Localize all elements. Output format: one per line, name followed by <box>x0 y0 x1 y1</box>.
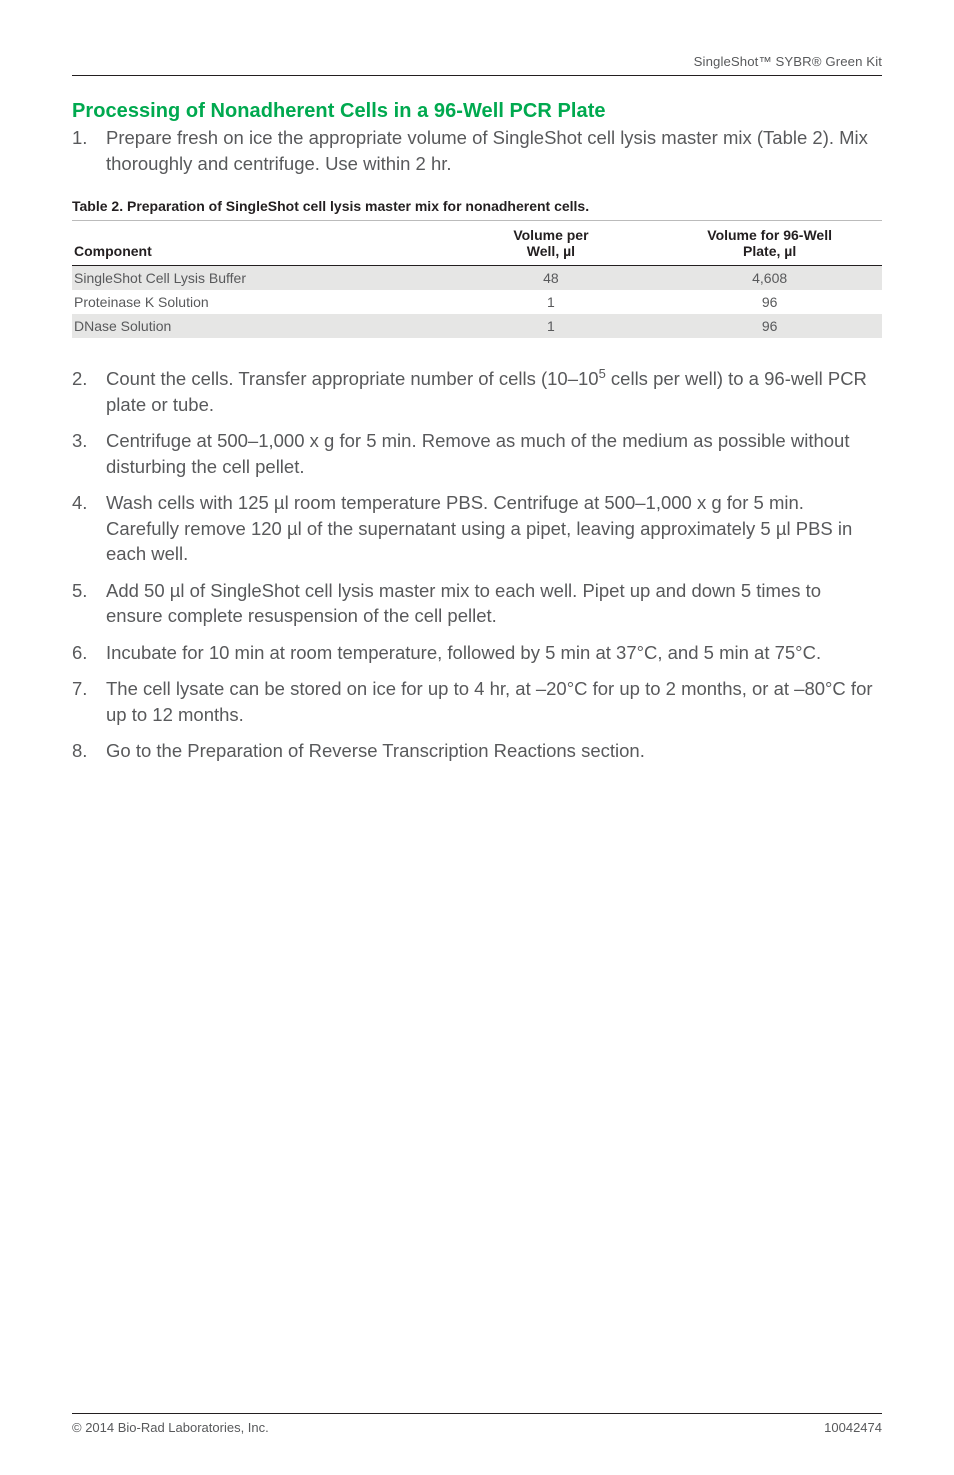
th-vplate-line2: Plate, µl <box>743 243 796 259</box>
cell-component: SingleShot Cell Lysis Buffer <box>72 266 445 291</box>
table-caption: Table 2. Preparation of SingleShot cell … <box>72 198 882 221</box>
step-number: 5. <box>72 578 106 629</box>
cell-vpw: 1 <box>445 290 664 314</box>
step-number: 3. <box>72 428 106 479</box>
section-title: Processing of Nonadherent Cells in a 96-… <box>72 100 882 123</box>
table-body: SingleShot Cell Lysis Buffer484,608Prote… <box>72 266 882 339</box>
intro-list-marker: 1. <box>72 125 106 176</box>
th-vplate: Volume for 96-Well Plate, µl <box>663 225 882 266</box>
step-number: 2. <box>72 366 106 417</box>
th-vplate-line1: Volume for 96-Well <box>707 227 832 243</box>
table-row: Proteinase K Solution196 <box>72 290 882 314</box>
table-header-row: Component Volume per Well, µl Volume for… <box>72 225 882 266</box>
step-item: 5.Add 50 µl of SingleShot cell lysis mas… <box>72 578 882 629</box>
step-text: Wash cells with 125 µl room temperature … <box>106 490 882 567</box>
cell-vplate: 96 <box>663 314 882 338</box>
step-item: 3.Centrifuge at 500–1,000 x g for 5 min.… <box>72 428 882 479</box>
step-item: 8.Go to the Preparation of Reverse Trans… <box>72 738 882 764</box>
step-item: 7.The cell lysate can be stored on ice f… <box>72 676 882 727</box>
step-text: Add 50 µl of SingleShot cell lysis maste… <box>106 578 882 629</box>
master-mix-table: Component Volume per Well, µl Volume for… <box>72 225 882 338</box>
step-number: 7. <box>72 676 106 727</box>
cell-vplate: 4,608 <box>663 266 882 291</box>
step-text: Centrifuge at 500–1,000 x g for 5 min. R… <box>106 428 882 479</box>
cell-vplate: 96 <box>663 290 882 314</box>
footer-copyright: © 2014 Bio-Rad Laboratories, Inc. <box>72 1420 269 1435</box>
step-item: 4.Wash cells with 125 µl room temperatur… <box>72 490 882 567</box>
th-component: Component <box>72 225 445 266</box>
step-item: 2.Count the cells. Transfer appropriate … <box>72 366 882 417</box>
intro-list-item: 1. Prepare fresh on ice the appropriate … <box>72 125 882 176</box>
table-row: DNase Solution196 <box>72 314 882 338</box>
step-text: Incubate for 10 min at room temperature,… <box>106 640 821 666</box>
th-vpw: Volume per Well, µl <box>445 225 664 266</box>
cell-vpw: 1 <box>445 314 664 338</box>
step-number: 6. <box>72 640 106 666</box>
th-vpw-line2: Well, µl <box>527 243 575 259</box>
intro-list-text: Prepare fresh on ice the appropriate vol… <box>106 125 882 176</box>
intro-list: 1. Prepare fresh on ice the appropriate … <box>72 125 882 176</box>
cell-component: Proteinase K Solution <box>72 290 445 314</box>
step-number: 4. <box>72 490 106 567</box>
step-text: Count the cells. Transfer appropriate nu… <box>106 366 882 417</box>
step-item: 6.Incubate for 10 min at room temperatur… <box>72 640 882 666</box>
th-vpw-line1: Volume per <box>513 227 588 243</box>
table-row: SingleShot Cell Lysis Buffer484,608 <box>72 266 882 291</box>
page-footer: © 2014 Bio-Rad Laboratories, Inc. 100424… <box>72 1413 882 1435</box>
steps-list: 2.Count the cells. Transfer appropriate … <box>72 366 882 764</box>
step-text: The cell lysate can be stored on ice for… <box>106 676 882 727</box>
step-number: 8. <box>72 738 106 764</box>
cell-vpw: 48 <box>445 266 664 291</box>
footer-docnum: 10042474 <box>824 1420 882 1435</box>
running-head: SingleShot™ SYBR® Green Kit <box>72 54 882 76</box>
step-text: Go to the Preparation of Reverse Transcr… <box>106 738 645 764</box>
cell-component: DNase Solution <box>72 314 445 338</box>
